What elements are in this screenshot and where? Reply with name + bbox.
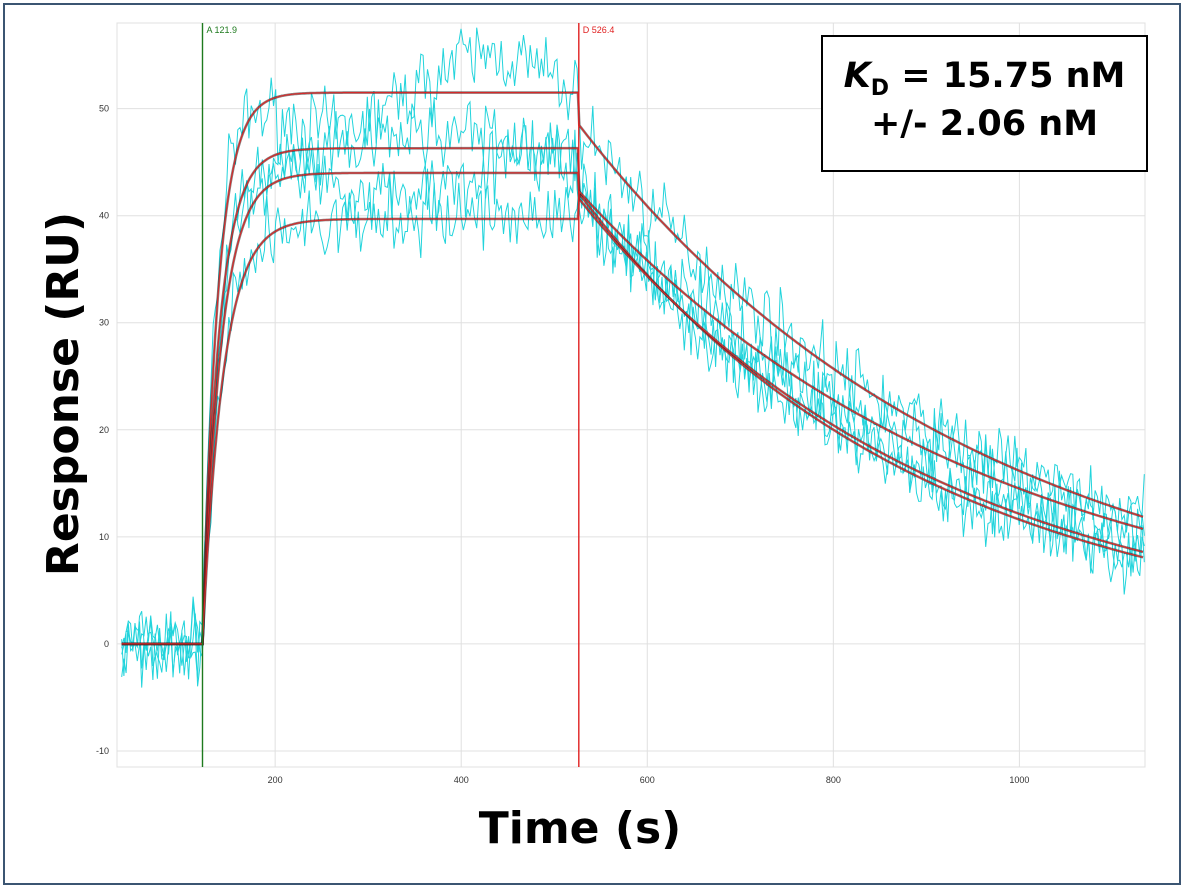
y-tick-label: 30 xyxy=(99,318,109,328)
kd-error: +/- 2.06 nM xyxy=(870,103,1099,144)
x-tick-label: 600 xyxy=(640,775,655,785)
fit-curves xyxy=(121,91,1144,646)
x-tick-label: 800 xyxy=(826,775,841,785)
chart-frame: -10 0 10 20 30 40 50 200 400 600 800 1000 A 121.9 D… xyxy=(3,3,1181,885)
fit-curve xyxy=(121,147,1144,645)
data-trace xyxy=(121,122,1145,679)
phase-marker-label: D 526.4 xyxy=(583,25,615,35)
fit-curve xyxy=(121,190,1144,645)
y-tick-label: 40 xyxy=(99,211,109,221)
y-tick-label: -10 xyxy=(96,746,109,756)
kd-value: = 15.75 nM xyxy=(889,56,1126,96)
kd-subscript: D xyxy=(870,76,890,101)
y-tick-label: 10 xyxy=(99,532,109,542)
data-trace xyxy=(121,27,1145,687)
y-tick-label: 0 xyxy=(104,639,109,649)
y-tick-labels: -10 0 10 20 30 40 50 xyxy=(96,104,109,756)
kd-annotation-box: KD = 15.75 nM +/- 2.06 nM xyxy=(821,35,1148,172)
fit-curve xyxy=(121,92,1144,645)
x-tick-labels: 200 400 600 800 1000 xyxy=(268,775,1030,785)
x-tick-label: 200 xyxy=(268,775,283,785)
y-tick-label: 50 xyxy=(99,104,109,114)
y-tick-label: 20 xyxy=(99,425,109,435)
x-tick-label: 400 xyxy=(454,775,469,785)
phase-marker-label: A 121.9 xyxy=(206,25,237,35)
kd-line: KD = 15.75 nM xyxy=(823,55,1146,103)
y-axis-title: Response (RU) xyxy=(38,212,89,576)
x-tick-label: 1000 xyxy=(1009,775,1029,785)
phase-markers: A 121.9 D 526.4 xyxy=(201,23,615,767)
fit-curve xyxy=(121,172,1144,645)
x-axis-title: Time (s) xyxy=(479,803,682,854)
kd-symbol: K xyxy=(843,56,871,96)
plot-border xyxy=(116,22,1146,768)
